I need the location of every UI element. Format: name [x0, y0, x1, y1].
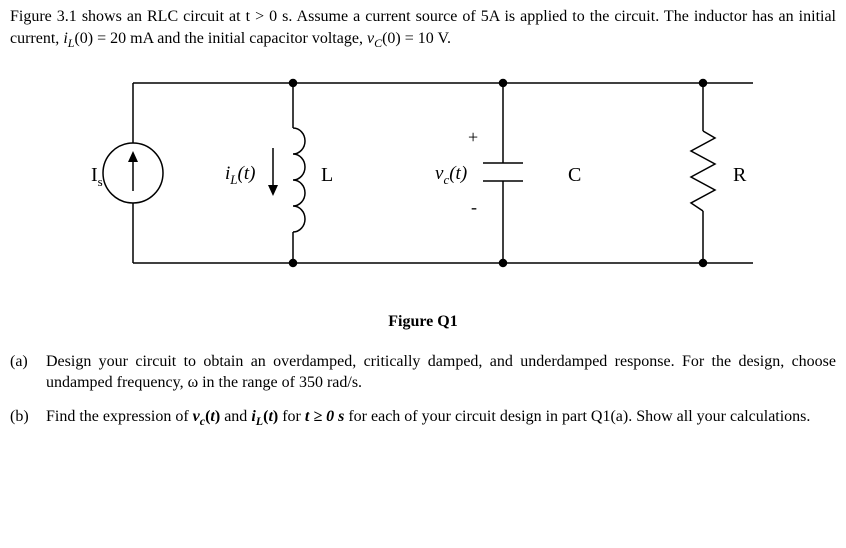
qb-vc: v: [193, 408, 200, 425]
intro-vc-arg: (0) = 10 V.: [382, 30, 451, 47]
figure-caption: Figure Q1: [10, 311, 836, 333]
question-a: (a) Design your circuit to obtain an ove…: [10, 351, 836, 394]
label-minus: -: [471, 197, 477, 217]
label-Is: Is: [91, 164, 103, 189]
label-iLt: iL(t): [225, 163, 255, 187]
question-b: (b) Find the expression of vc((t)t) and …: [10, 406, 836, 429]
question-b-label: (b): [10, 406, 46, 429]
qb-vc-arg: ((t)t): [205, 408, 220, 425]
label-R: R: [733, 164, 747, 186]
intro-vc-var: v: [367, 30, 374, 47]
label-plus: +: [468, 127, 478, 147]
intro-iL-arg: (0) = 20 mA and the initial capacitor vo…: [74, 30, 367, 47]
question-a-label: (a): [10, 351, 46, 394]
intro-vc-sub: C: [374, 36, 382, 50]
qb-tcond: t ≥ 0 s: [305, 408, 344, 425]
qb-iL-sub: L: [256, 414, 263, 428]
label-L: L: [321, 164, 333, 186]
circuit-diagram: Is iL(t) L vc(t) + - C R: [73, 63, 773, 303]
qb-before: Find the expression of: [46, 408, 193, 425]
question-a-text: Design your circuit to obtain an overdam…: [46, 351, 836, 394]
qb-iL-arg: (t): [263, 408, 278, 425]
label-vct: vc(t): [435, 163, 467, 187]
intro-paragraph: Figure 3.1 shows an RLC circuit at t > 0…: [10, 6, 836, 51]
question-b-text: Find the expression of vc((t)t) and iL(t…: [46, 406, 836, 429]
circuit-diagram-container: Is iL(t) L vc(t) + - C R: [10, 63, 836, 303]
qb-after: for each of your circuit design in part …: [344, 408, 810, 425]
qb-and: and: [220, 408, 251, 425]
label-C: C: [568, 164, 581, 186]
qb-for: for: [278, 408, 305, 425]
